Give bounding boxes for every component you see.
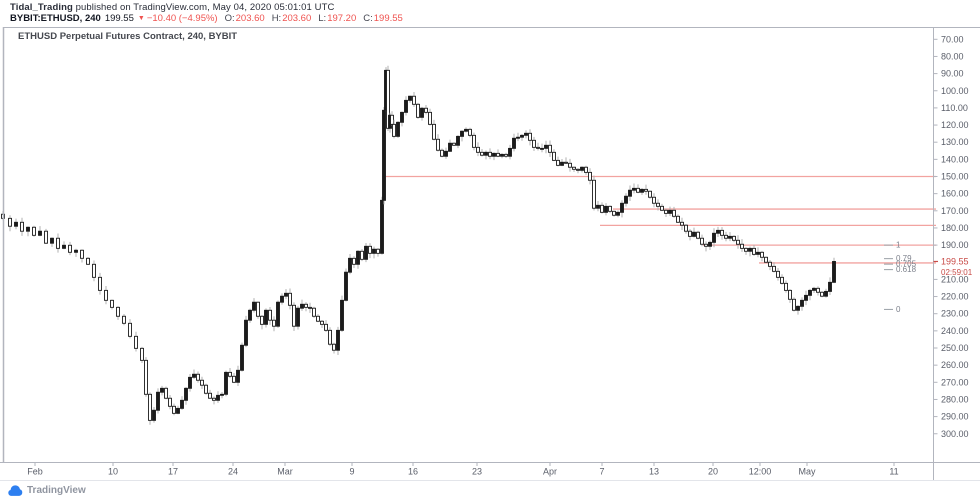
svg-text:240.00: 240.00 xyxy=(941,326,969,336)
svg-text:1: 1 xyxy=(896,241,901,250)
svg-text:May: May xyxy=(798,467,816,477)
svg-text:70.00: 70.00 xyxy=(941,34,964,44)
svg-text:02:59:01: 02:59:01 xyxy=(941,268,973,277)
pane-borders xyxy=(0,27,980,481)
svg-text:300.00: 300.00 xyxy=(941,429,969,439)
svg-text:0.705: 0.705 xyxy=(896,260,917,269)
svg-text:80.00: 80.00 xyxy=(941,51,964,61)
time-axis: Feb 10 17 24 Mar 9 16 23 Apr 7 13 20 12:00 May 11 xyxy=(0,462,933,480)
price-axis: 70.00 80.00 90.00 100.00 110.00 120.00 130.00 1… xyxy=(933,27,980,462)
svg-text:210.00: 210.00 xyxy=(941,274,969,284)
svg-text:180.00: 180.00 xyxy=(941,223,969,233)
svg-text:0: 0 xyxy=(896,305,901,314)
ohlc-values: O:203.60 H:203.60 L:197.20 C:199.55 xyxy=(218,13,403,24)
down-triangle-icon: ▼ xyxy=(137,15,145,22)
svg-text:11: 11 xyxy=(889,467,898,477)
svg-text:23: 23 xyxy=(472,467,482,477)
publish-info: published on TradingView.com, May 04, 20… xyxy=(72,2,335,13)
ohlc-value: 203.60 xyxy=(235,13,265,24)
ohlc-value: 197.20 xyxy=(327,13,357,24)
svg-text:280.00: 280.00 xyxy=(941,394,969,404)
quote-row: BYBIT:ETHUSD, 240 199.55 ▼ −10.40 (−4.95%) O… xyxy=(10,13,403,24)
svg-text:20: 20 xyxy=(708,467,718,477)
last-price-label: 199.55 02:59:01 xyxy=(933,256,973,277)
svg-text:9: 9 xyxy=(349,467,354,477)
svg-text:90.00: 90.00 xyxy=(941,69,964,79)
svg-text:0.618: 0.618 xyxy=(896,265,917,274)
ohlc-value: 199.55 xyxy=(373,13,403,24)
svg-text:Feb: Feb xyxy=(27,467,43,477)
svg-text:100.00: 100.00 xyxy=(941,86,969,96)
tradingview-logo[interactable]: TradingView xyxy=(7,482,86,498)
svg-text:12:00: 12:00 xyxy=(749,467,772,477)
price-axis-hit-area[interactable] xyxy=(934,27,980,462)
svg-text:Mar: Mar xyxy=(277,467,293,477)
svg-text:290.00: 290.00 xyxy=(941,412,969,422)
svg-text:199.55: 199.55 xyxy=(941,256,969,266)
ohlc-key: H: xyxy=(271,13,282,24)
svg-text:220.00: 220.00 xyxy=(941,292,969,302)
ohlc-key: C: xyxy=(363,13,373,24)
svg-text:10: 10 xyxy=(108,467,118,477)
svg-text:230.00: 230.00 xyxy=(941,309,969,319)
svg-text:17: 17 xyxy=(168,467,178,477)
cloud-logo-icon xyxy=(8,484,23,496)
svg-text:110.00: 110.00 xyxy=(941,103,968,113)
price-change: −10.40 (−4.95%) xyxy=(146,13,218,24)
last-price: 199.55 xyxy=(104,13,134,24)
svg-text:170.00: 170.00 xyxy=(941,206,969,216)
brand-text: TradingView xyxy=(27,484,86,496)
chart-legend[interactable]: ETHUSD Perpetual Futures Contract, 240, … xyxy=(18,31,238,42)
time-axis-hit-area[interactable] xyxy=(0,463,933,480)
svg-text:150.00: 150.00 xyxy=(941,172,969,182)
svg-text:Apr: Apr xyxy=(543,467,557,477)
svg-text:140.00: 140.00 xyxy=(941,154,969,164)
svg-text:24: 24 xyxy=(228,467,238,477)
svg-text:260.00: 260.00 xyxy=(941,360,969,370)
svg-text:16: 16 xyxy=(408,467,418,477)
ohlc-key: L: xyxy=(318,13,327,24)
svg-text:130.00: 130.00 xyxy=(941,137,969,147)
author-name: Tidal_Trading xyxy=(10,2,73,13)
svg-text:160.00: 160.00 xyxy=(941,189,969,199)
level-lines xyxy=(386,175,936,264)
svg-text:13: 13 xyxy=(649,467,659,477)
candles xyxy=(1,65,836,425)
svg-text:7: 7 xyxy=(599,467,604,477)
svg-text:190.00: 190.00 xyxy=(941,240,969,250)
svg-text:250.00: 250.00 xyxy=(941,343,969,353)
symbol-label: BYBIT:ETHUSD, 240 xyxy=(10,13,101,24)
svg-text:0.79: 0.79 xyxy=(896,254,912,263)
svg-text:270.00: 270.00 xyxy=(941,377,969,387)
svg-text:120.00: 120.00 xyxy=(941,120,969,130)
byline: Tidal_Trading published on TradingView.c… xyxy=(10,2,334,13)
ohlc-key: O: xyxy=(224,13,235,24)
ohlc-value: 203.60 xyxy=(282,13,312,24)
